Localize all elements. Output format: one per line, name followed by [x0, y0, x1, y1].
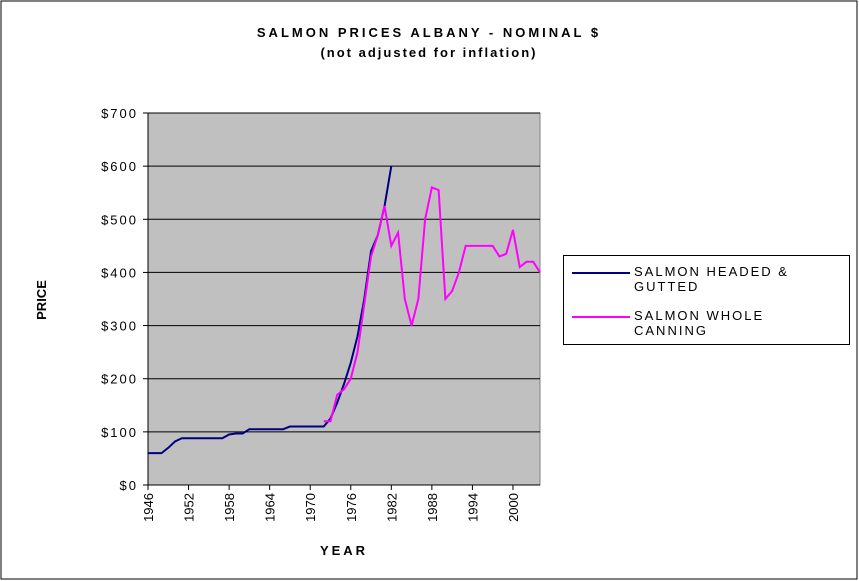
x-tick-label: 1964 [263, 493, 278, 522]
y-tick-label: $500 [101, 212, 138, 227]
x-tick-label: 1994 [465, 493, 480, 522]
x-tick-label: 2000 [506, 493, 521, 522]
y-axis-title: PRICE [34, 280, 49, 320]
legend: SALMON HEADED & GUTTED SALMON WHOLE CANNI… [563, 255, 850, 345]
x-tick-label: 1976 [344, 493, 359, 522]
chart-title: SALMON PRICES ALBANY - NOMINAL $ [257, 25, 601, 40]
y-tick-label: $700 [101, 106, 138, 121]
legend-item: SALMON HEADED & GUTTED [572, 264, 847, 294]
legend-label: SALMON HEADED & GUTTED [634, 264, 789, 294]
x-tick-label: 1952 [182, 493, 197, 522]
series-line [148, 165, 393, 455]
x-tick-label: 1970 [303, 493, 318, 522]
x-axis-title: YEAR [320, 543, 368, 558]
x-tick-label: 1982 [384, 493, 399, 522]
y-tick-label: $200 [101, 372, 138, 387]
plot-area [147, 112, 541, 486]
legend-label: SALMON WHOLE CANNING [634, 308, 765, 338]
chart-subtitle: (not adjusted for inflation) [320, 45, 537, 60]
y-tick-label: $600 [101, 159, 138, 174]
x-tick-label: 1988 [425, 493, 440, 522]
legend-swatch [572, 316, 630, 318]
x-tick-label: 1946 [141, 493, 156, 522]
legend-item: SALMON WHOLE CANNING [572, 308, 847, 338]
y-tick-label: $100 [101, 425, 138, 440]
y-tick-label: $0 [120, 478, 138, 493]
legend-swatch [572, 272, 630, 274]
y-tick-label: $400 [101, 265, 138, 280]
series-line [323, 186, 541, 423]
y-tick-label: $300 [101, 319, 138, 334]
x-tick-label: 1958 [222, 493, 237, 522]
